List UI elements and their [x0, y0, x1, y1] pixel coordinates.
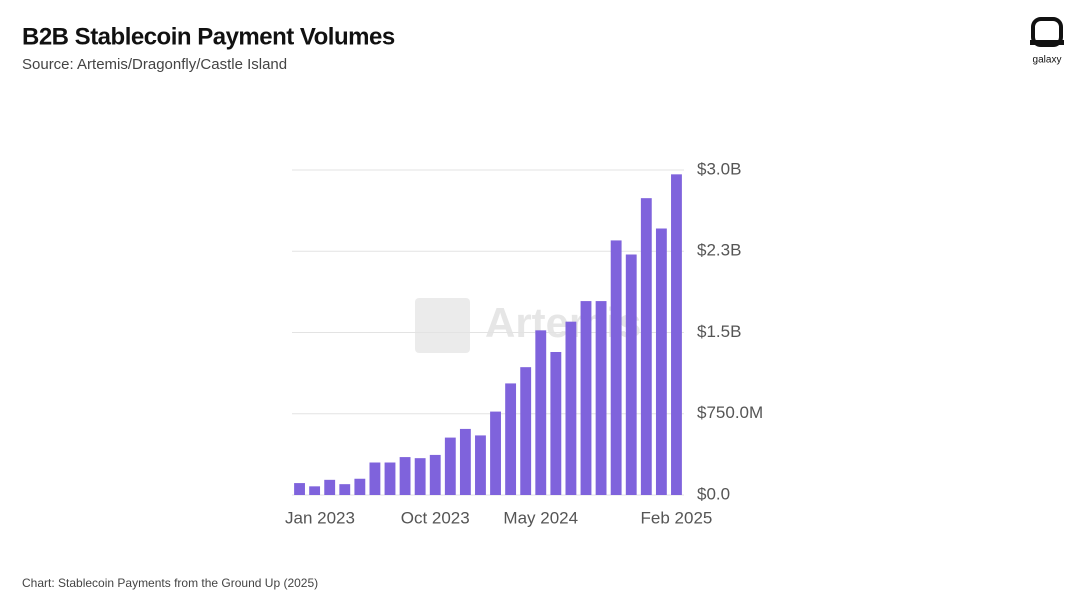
bar — [520, 367, 532, 495]
bar — [535, 330, 547, 495]
bar — [369, 462, 381, 495]
y-tick-label: $3.0B — [697, 159, 741, 178]
chart-title: B2B Stablecoin Payment Volumes — [22, 23, 395, 50]
x-tick-label: Oct 2023 — [401, 508, 470, 527]
bar — [671, 174, 682, 496]
bar — [610, 240, 622, 495]
bar — [490, 411, 501, 495]
bar — [475, 435, 486, 495]
watermark-icon — [415, 298, 470, 353]
bar — [354, 478, 366, 495]
bar — [565, 321, 577, 495]
logo-base — [1030, 40, 1064, 45]
bar — [444, 437, 456, 495]
y-tick-label: $750.0M — [697, 403, 763, 422]
bar — [309, 486, 321, 495]
chart-subtitle: Source: Artemis/Dragonfly/Castle Island — [22, 56, 287, 73]
x-tick-label: Jan 2023 — [285, 508, 355, 527]
bar — [399, 457, 411, 495]
x-tick-label: Feb 2025 — [641, 508, 713, 527]
bar — [640, 198, 652, 495]
bar — [595, 301, 607, 495]
bar — [324, 479, 336, 495]
bar — [339, 484, 351, 495]
logo-text: galaxy — [1033, 55, 1062, 66]
y-tick-label: $1.5B — [697, 322, 741, 341]
bar — [459, 428, 471, 495]
x-tick-label: May 2024 — [503, 508, 578, 527]
bar — [384, 462, 396, 495]
bar — [550, 352, 562, 495]
bar — [580, 301, 592, 495]
bar — [429, 454, 441, 495]
bar — [505, 383, 517, 495]
bar — [655, 228, 667, 495]
bar — [414, 458, 426, 495]
bar — [625, 254, 637, 495]
bar — [294, 483, 305, 495]
y-tick-label: $0.0 — [697, 484, 730, 503]
footnote: Chart: Stablecoin Payments from the Grou… — [22, 576, 318, 590]
y-tick-label: $2.3B — [697, 241, 741, 260]
